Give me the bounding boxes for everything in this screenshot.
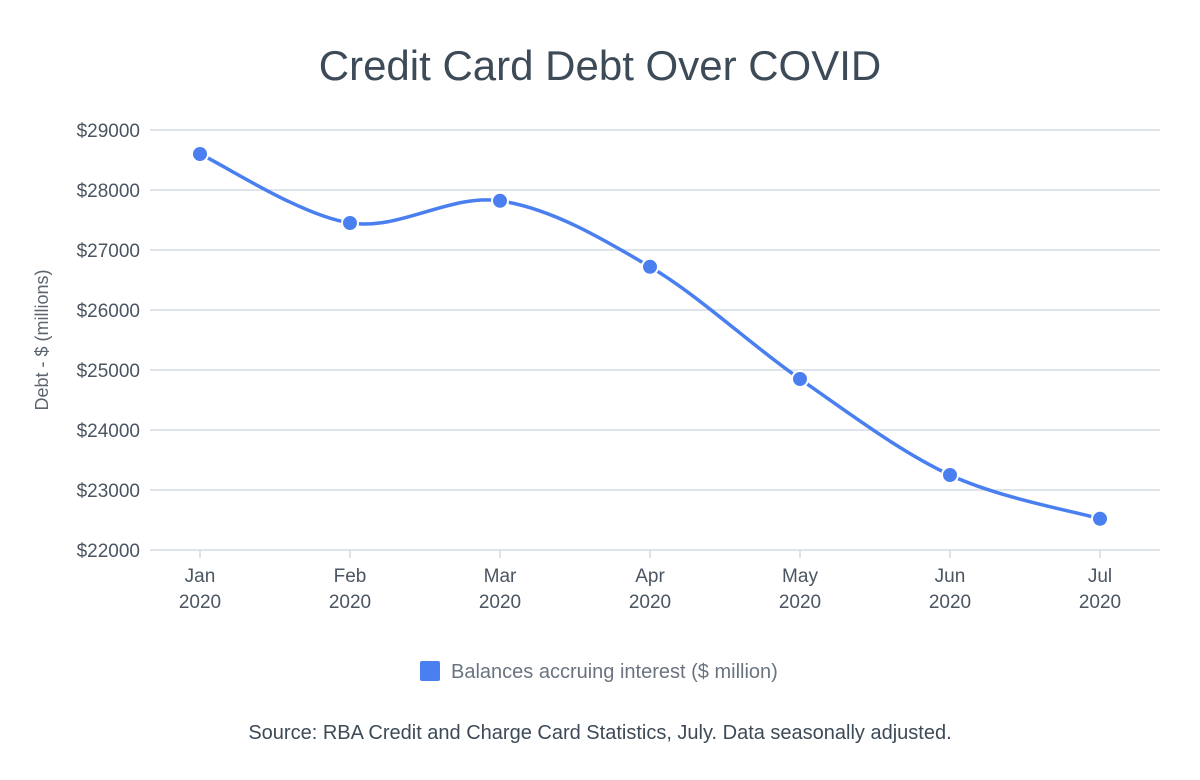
x-tick-label: Jul [1088, 566, 1112, 587]
legend-label[interactable]: Balances accruing interest ($ million) [451, 661, 778, 683]
x-tick-label: 2020 [779, 592, 821, 613]
x-tick-label: 2020 [629, 592, 671, 613]
gridlines [150, 129, 1160, 551]
x-tick-label: Feb [334, 566, 367, 587]
data-point[interactable] [791, 370, 809, 388]
data-point[interactable] [1091, 509, 1109, 528]
data-point[interactable] [191, 145, 209, 163]
x-tick-label: Jun [935, 566, 966, 587]
y-axis-label: Debt - $ (millions) [32, 269, 52, 410]
y-tick-label: $27000 [77, 241, 140, 262]
x-tick-label: Mar [484, 566, 517, 587]
y-tick-label: $28000 [77, 181, 140, 202]
x-tick-label: 2020 [1079, 592, 1121, 613]
chart-title: Credit Card Debt Over COVID [319, 42, 882, 89]
x-tick-label: 2020 [329, 592, 371, 613]
legend[interactable]: Balances accruing interest ($ million) [420, 661, 778, 683]
y-tick-label: $29000 [77, 121, 140, 142]
x-tick-label: Apr [635, 566, 665, 587]
legend-swatch[interactable] [420, 661, 440, 681]
y-tick-label: $25000 [77, 361, 140, 382]
data-point[interactable] [341, 214, 359, 232]
x-tick-label: 2020 [179, 592, 221, 613]
data-point[interactable] [491, 191, 509, 210]
data-point[interactable] [941, 466, 959, 484]
x-tick-label: 2020 [929, 592, 971, 613]
y-tick-label: $24000 [77, 421, 140, 442]
x-tick-label: Jan [185, 566, 216, 587]
x-axis-ticks: Jan 2020 Feb 2020 Mar 2020 Apr 2020 May 2020 Jun 20… [179, 550, 1121, 613]
y-axis-ticks: $22000 $23000 $24000 $25000 $26000 $27000 $280… [77, 121, 140, 562]
x-tick-label: 2020 [479, 592, 521, 613]
x-tick-label: May [782, 566, 818, 587]
series-line [198, 152, 1102, 521]
data-point[interactable] [641, 257, 659, 276]
y-tick-label: $22000 [77, 541, 140, 562]
y-tick-label: $23000 [77, 481, 140, 502]
series-group [191, 145, 1109, 528]
source-note: Source: RBA Credit and Charge Card Stati… [248, 722, 951, 744]
y-tick-label: $26000 [77, 301, 140, 322]
